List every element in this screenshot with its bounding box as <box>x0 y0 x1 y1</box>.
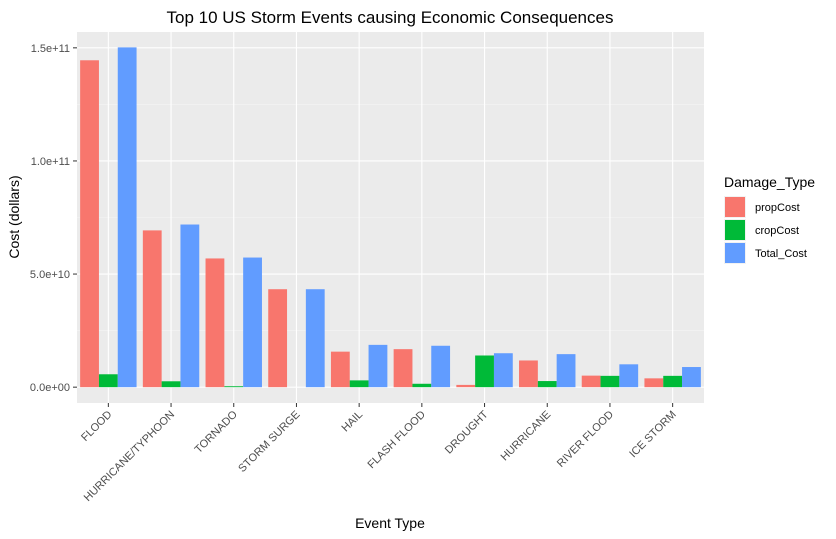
legend-items: propCost cropCost Total_Cost <box>724 196 807 264</box>
bar-cropCost <box>600 375 620 388</box>
bar-Total_Cost <box>243 257 262 388</box>
bar-Total_Cost <box>431 345 451 388</box>
x-tick-label: STORM SURGE <box>236 409 302 475</box>
bar-cropCost <box>224 386 244 388</box>
y-axis: 0.0e+00 5.0e+10 1.0e+11 1.5e+11 <box>30 43 77 394</box>
x-tick-label: FLASH FLOOD <box>365 409 428 472</box>
legend-label: propCost <box>755 202 800 214</box>
bar-Total_Cost <box>556 354 576 388</box>
bar-propCost <box>205 258 225 388</box>
legend-label: cropCost <box>755 225 799 237</box>
x-tick-label: FLOOD <box>79 409 114 444</box>
bar-propCost <box>519 360 538 388</box>
bar-cropCost <box>161 381 181 388</box>
bar-Total_Cost <box>180 224 200 388</box>
bar-Total_Cost <box>493 353 513 388</box>
legend-key-Total_Cost <box>725 243 745 263</box>
y-axis-label: Cost (dollars) <box>6 175 22 258</box>
y-tick-label: 5.0e+10 <box>30 269 70 281</box>
y-tick-label: 1.5e+11 <box>31 43 70 55</box>
bar-propCost <box>644 378 664 388</box>
bar-cropCost <box>537 381 557 388</box>
bar-cropCost <box>412 383 432 388</box>
bar-cropCost <box>663 375 683 388</box>
legend-label: Total_Cost <box>755 248 807 260</box>
bar-Total_Cost <box>619 364 639 388</box>
bars <box>80 47 701 388</box>
legend-title: Damage_Type <box>724 174 815 190</box>
chart-title: Top 10 US Storm Events causing Economic … <box>167 8 614 27</box>
x-tick-label: HURRICANE <box>499 409 554 464</box>
grid-major <box>77 32 704 403</box>
y-tick-label: 0.0e+00 <box>30 382 70 394</box>
bar-Total_Cost <box>117 47 137 388</box>
bar-cropCost <box>349 380 369 388</box>
y-tick-label: 1.0e+11 <box>31 156 70 168</box>
bar-propCost <box>330 351 350 388</box>
x-axis-label: Event Type <box>355 515 425 531</box>
bar-propCost <box>268 289 288 388</box>
bar-Total_Cost <box>368 344 388 388</box>
bar-cropCost <box>98 374 118 388</box>
legend-key-propCost <box>725 197 745 217</box>
bar-cropCost <box>475 355 494 388</box>
bar-Total_Cost <box>682 367 701 388</box>
bar-propCost <box>456 384 476 388</box>
x-tick-label: ICE STORM <box>627 409 679 461</box>
bar-propCost <box>80 60 99 388</box>
bar-propCost <box>393 349 413 388</box>
x-tick-label: RIVER FLOOD <box>555 409 616 470</box>
bar-propCost <box>142 230 162 388</box>
x-tick-label: HAIL <box>339 409 365 435</box>
x-tick-label: DROUGHT <box>443 408 491 456</box>
x-tick-label: TORNADO <box>193 408 241 456</box>
bar-Total_Cost <box>305 289 325 388</box>
legend: Damage_Type propCost cropCost Total_Cost <box>724 174 815 264</box>
legend-key-cropCost <box>725 220 745 240</box>
bar-propCost <box>581 375 601 388</box>
